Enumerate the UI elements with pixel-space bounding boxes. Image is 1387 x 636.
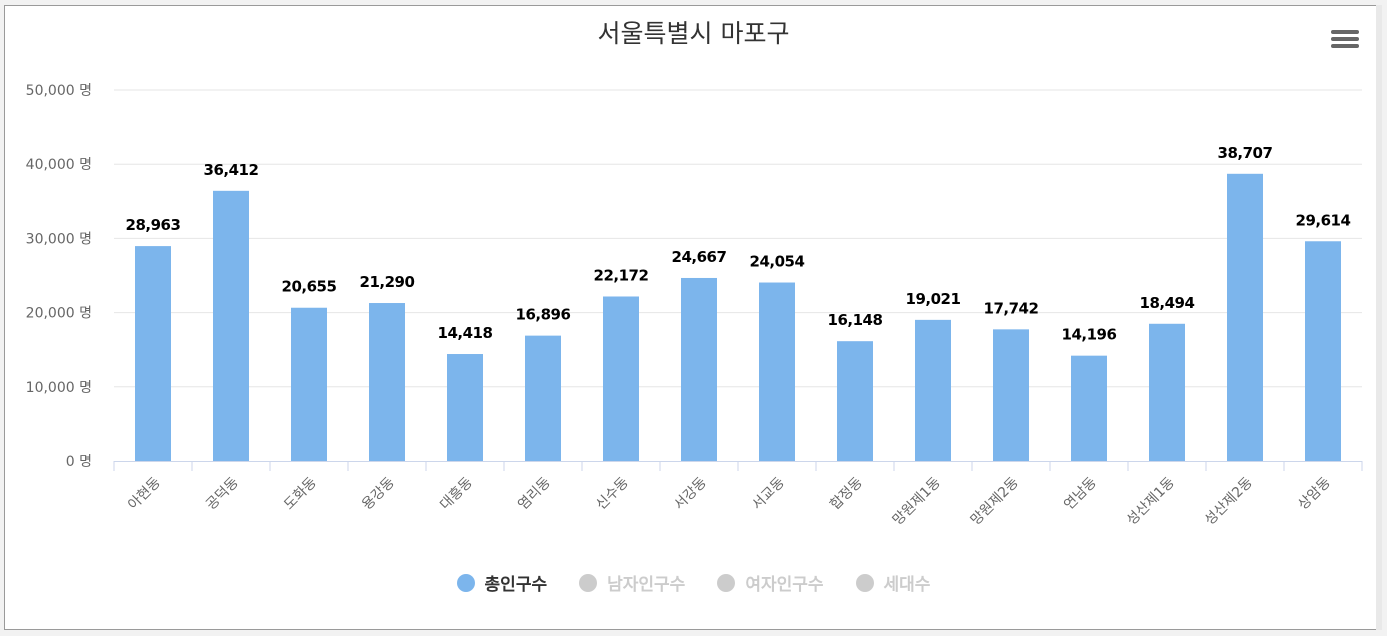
x-tick-label: 합정동 [827,474,866,513]
x-tick-label: 도화동 [281,474,320,513]
scrollbar[interactable] [1376,5,1382,630]
x-tick-label: 용강동 [359,474,398,513]
legend-marker [456,573,475,592]
bar[interactable] [135,246,171,461]
bar[interactable] [837,341,873,461]
bar[interactable] [1227,173,1263,461]
bar[interactable] [603,296,639,461]
legend-label: 남자인구수 [607,575,686,595]
legend-item[interactable]: 남자인구수 [579,570,685,595]
x-tick-label: 상암동 [1295,474,1334,513]
data-label: 24,667 [672,248,727,266]
data-label: 14,418 [438,324,493,342]
bar[interactable] [681,277,717,461]
x-tick-label: 염리동 [515,474,554,513]
data-label: 29,614 [1296,211,1351,229]
bar[interactable] [759,282,795,461]
legend-item[interactable]: 여자인구수 [717,570,824,595]
data-label: 38,707 [1218,144,1273,162]
x-tick-label: 성산제1동 [1124,474,1178,528]
legend-marker [855,573,874,592]
data-label: 36,412 [204,161,259,179]
data-label: 22,172 [594,266,649,284]
data-label: 20,655 [282,278,337,296]
y-tick-label: 30,000 명 [26,231,92,247]
x-tick-label: 공덕동 [203,474,242,513]
x-tick-label: 성산제2동 [1202,474,1256,528]
x-tick-label: 서교동 [749,474,788,513]
y-tick-label: 50,000 명 [26,83,92,99]
x-tick-label: 망원제2동 [968,474,1022,528]
bar[interactable] [291,307,327,461]
data-label: 28,963 [126,216,181,234]
legend-label: 세대수 [883,575,931,595]
x-tick-label: 아현동 [125,474,164,513]
x-tick-label: 대흥동 [437,474,476,513]
data-label: 16,896 [516,306,571,324]
legend-item[interactable]: 세대수 [855,570,931,595]
y-tick-label: 10,000 명 [26,380,92,396]
bar[interactable] [213,190,249,461]
data-label: 19,021 [906,290,961,308]
chart-legend: 총인구수 남자인구수 여자인구수 세대수 [0,570,1387,595]
bar[interactable] [369,303,405,461]
chart-title: 서울특별시 마포구 [597,19,790,48]
legend-label: 여자인구수 [745,575,824,595]
y-tick-label: 40,000 명 [26,157,92,173]
bar[interactable] [1305,241,1341,461]
legend-marker [579,573,598,592]
data-label: 17,742 [984,299,1039,317]
bar[interactable] [915,319,951,461]
hamburger-menu-icon [1331,30,1359,34]
legend-label: 총인구수 [484,575,548,595]
hamburger-line [1331,44,1359,48]
data-label: 16,148 [828,311,883,329]
x-tick-label: 신수동 [593,474,632,513]
chart-menu-button[interactable] [1331,30,1359,52]
legend-marker [717,573,736,592]
hamburger-line [1331,37,1359,41]
data-label: 18,494 [1140,294,1195,312]
bar[interactable] [447,354,483,461]
bar[interactable] [1071,355,1107,461]
bar[interactable] [525,335,561,461]
bar[interactable] [993,329,1029,461]
x-tick-label: 망원제1동 [890,474,944,528]
bar[interactable] [1149,323,1185,461]
x-tick-label: 연남동 [1061,474,1100,513]
y-tick-label: 20,000 명 [26,306,92,322]
y-tick-label: 0 명 [66,454,92,470]
legend-item[interactable]: 총인구수 [456,570,548,595]
data-label: 21,290 [360,273,415,291]
data-label: 14,196 [1062,326,1117,344]
x-tick-label: 서강동 [671,474,710,513]
data-label: 24,054 [750,253,805,271]
